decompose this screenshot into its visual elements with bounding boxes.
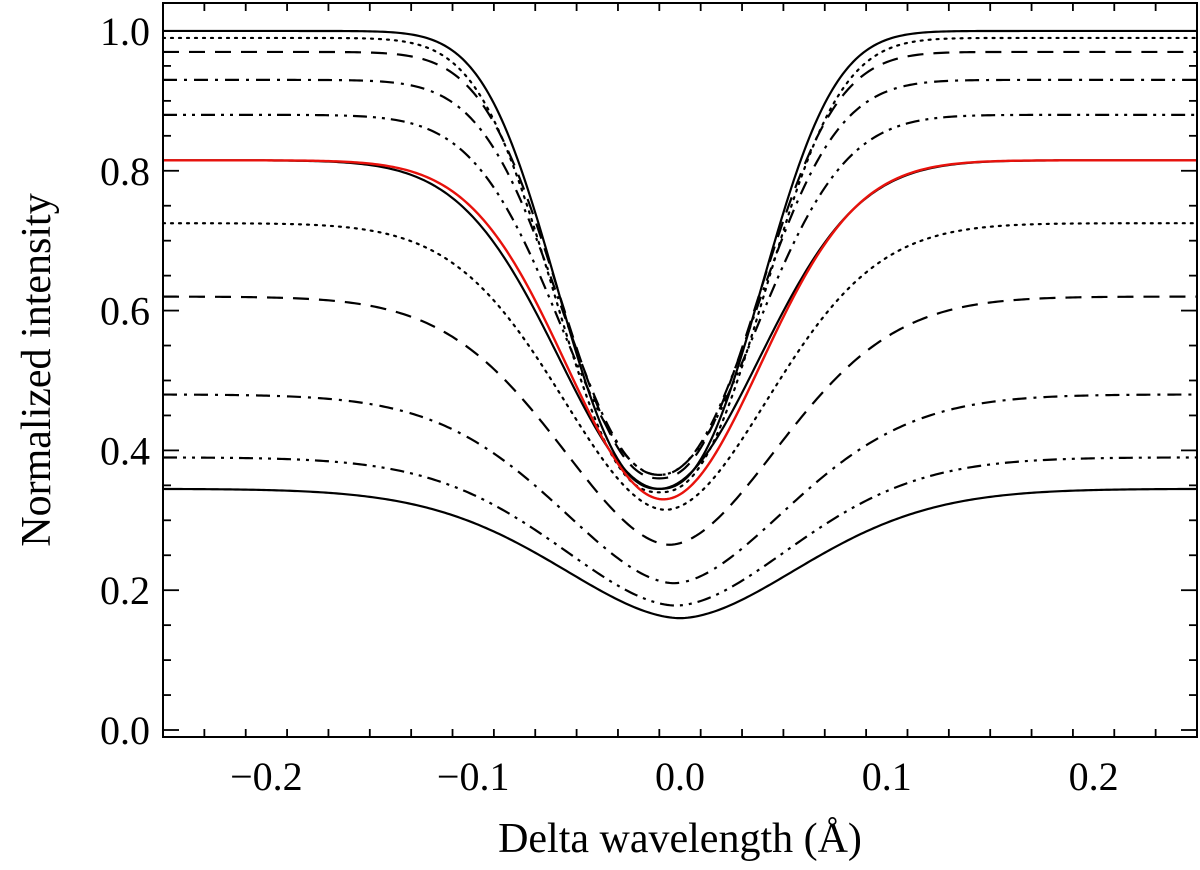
y-tick-label: 1.0 [100, 9, 150, 54]
series-line-10 [162, 393, 1198, 585]
series-line-9 [163, 295, 1197, 546]
series-line-4 [163, 78, 1197, 476]
x-tick-labels: −0.2 −0.1 0.0 0.1 0.2 [230, 754, 1118, 799]
x-tick-label: 0.0 [655, 754, 705, 799]
series-layer [161, 29, 1199, 620]
x-tick-label: −0.2 [230, 754, 303, 799]
series-line-8 [161, 222, 1199, 511]
y-tick-label: 0.6 [100, 289, 150, 334]
series-line-7 [163, 159, 1197, 501]
y-tick-label: 0.2 [100, 568, 150, 613]
series-line-12 [162, 487, 1198, 620]
series-line-2 [161, 36, 1199, 494]
y-axis-title: Normalized intensity [14, 193, 60, 546]
series-line-1 [163, 29, 1197, 490]
series-line-5 [163, 113, 1197, 476]
series-line-11 [163, 456, 1197, 607]
y-tick-labels: 0.0 0.2 0.4 0.6 0.8 1.0 [100, 9, 150, 753]
plot-frame [162, 2, 1198, 738]
x-tick-label: 0.1 [862, 754, 912, 799]
y-tick-label: 0.4 [100, 428, 150, 473]
x-axis-title: Delta wavelength (Å) [498, 816, 862, 862]
y-tick-label: 0.8 [100, 149, 150, 194]
y-tick-label: 0.0 [100, 708, 150, 753]
series-line-3 [163, 50, 1197, 480]
x-tick-label: −0.1 [437, 754, 510, 799]
x-tick-label: 0.2 [1069, 754, 1119, 799]
